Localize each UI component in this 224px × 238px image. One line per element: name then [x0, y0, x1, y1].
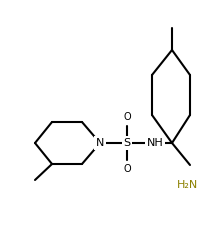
Text: O: O	[123, 112, 131, 122]
Text: N: N	[96, 138, 104, 148]
Text: H₂N: H₂N	[177, 180, 199, 190]
Text: S: S	[123, 138, 131, 148]
Text: NH: NH	[147, 138, 163, 148]
Text: O: O	[123, 164, 131, 174]
